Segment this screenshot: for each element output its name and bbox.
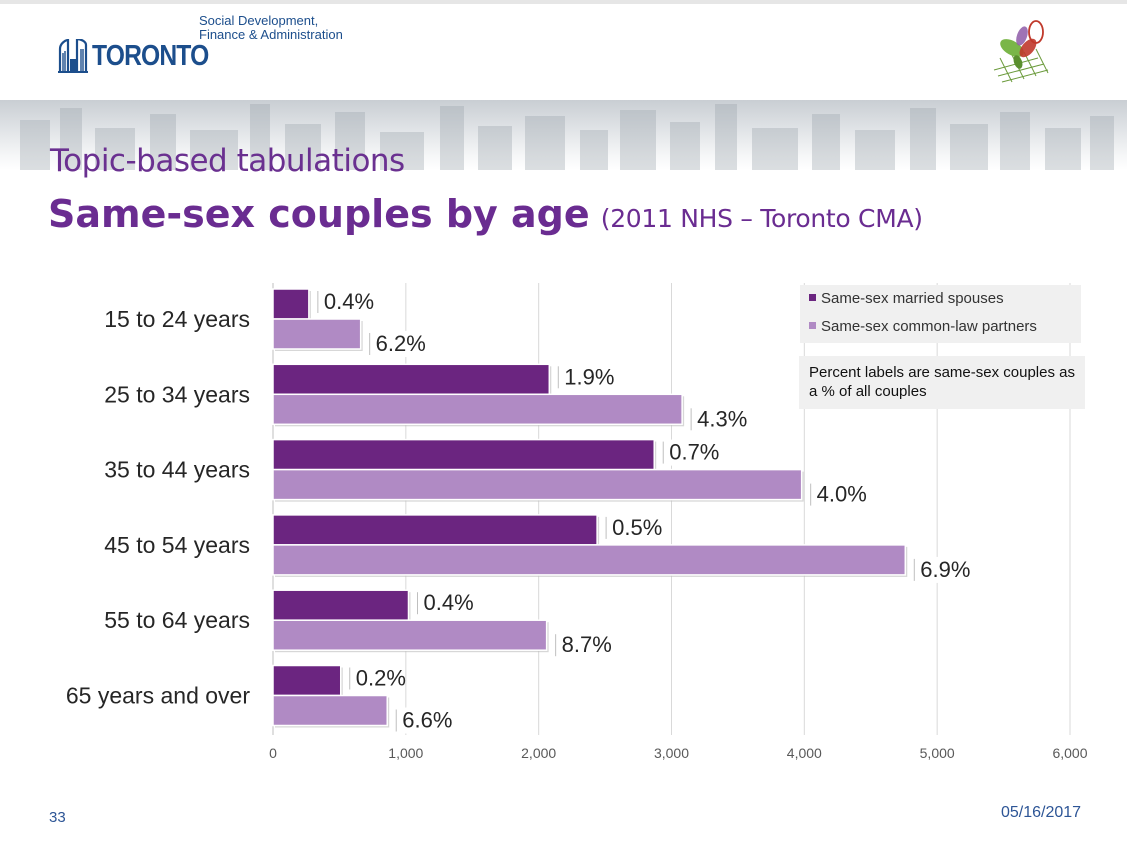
city-hall-icon bbox=[58, 39, 88, 73]
category-label: 25 to 34 years bbox=[104, 381, 250, 407]
chart-legend: Same-sex married spouses Same-sex common… bbox=[800, 285, 1081, 343]
data-label-bg bbox=[558, 364, 613, 391]
banner-background bbox=[0, 100, 1127, 170]
category-label: 35 to 44 years bbox=[104, 457, 250, 483]
data-label: 6.9% bbox=[920, 557, 970, 582]
category-label: 15 to 24 years bbox=[104, 306, 250, 332]
legend-item-married: Same-sex married spouses bbox=[809, 290, 1004, 307]
bar-common-law bbox=[272, 544, 907, 576]
data-label: 4.3% bbox=[697, 406, 747, 431]
x-tick-label: 0 bbox=[269, 745, 277, 761]
division-name: Social Development, Finance & Administra… bbox=[199, 14, 369, 42]
data-label: 0.4% bbox=[423, 590, 473, 615]
data-label: 0.2% bbox=[356, 666, 406, 691]
division-line-2: Finance & Administration bbox=[199, 27, 343, 42]
bar-married bbox=[272, 589, 410, 621]
bar-common-law bbox=[272, 468, 803, 501]
page-number: 33 bbox=[49, 809, 66, 826]
slide-subtitle: Topic-based tabulations bbox=[50, 143, 405, 179]
data-label: 0.7% bbox=[669, 440, 719, 465]
data-label-bg bbox=[810, 481, 865, 508]
data-label: 4.0% bbox=[817, 482, 867, 507]
data-label-bg bbox=[396, 707, 451, 734]
division-line-1: Social Development, bbox=[199, 13, 319, 28]
bar-married bbox=[272, 438, 655, 471]
bar-common-law bbox=[272, 393, 683, 426]
data-label-bg bbox=[691, 406, 746, 433]
legend-swatch-married bbox=[809, 294, 816, 301]
legend-label-common-law: Same-sex common-law partners bbox=[821, 318, 1037, 335]
legend-label-married: Same-sex married spouses bbox=[821, 290, 1004, 307]
category-label: 45 to 54 years bbox=[104, 532, 250, 558]
bar-common-law bbox=[272, 694, 388, 727]
toronto-logo: TORONTO bbox=[58, 34, 229, 78]
data-label-bg bbox=[606, 514, 661, 541]
bar-married bbox=[272, 514, 598, 546]
x-tick-label: 5,000 bbox=[920, 745, 955, 761]
data-label-bg bbox=[349, 665, 404, 692]
skyline-graphic bbox=[20, 104, 1114, 170]
bar-married bbox=[272, 664, 342, 697]
data-label-bg bbox=[317, 289, 372, 315]
leaf-grid-logo bbox=[993, 20, 1049, 83]
data-label: 8.7% bbox=[562, 632, 612, 657]
category-label: 65 years and over bbox=[66, 683, 250, 709]
x-tick-label: 4,000 bbox=[787, 745, 822, 761]
slide-title-source: (2011 NHS – Toronto CMA) bbox=[600, 204, 923, 233]
x-tick-label: 1,000 bbox=[388, 745, 423, 761]
data-label: 1.9% bbox=[564, 364, 614, 389]
legend-swatch-common-law bbox=[809, 322, 816, 329]
data-label-bg bbox=[914, 556, 969, 583]
slide-header: TORONTO Social Development, Finance & Ad… bbox=[0, 4, 1127, 100]
slide-title-main: Same-sex couples by age bbox=[48, 192, 590, 236]
data-label-bg bbox=[555, 632, 610, 659]
percent-note: Percent labels are same-sex couples as a… bbox=[799, 356, 1085, 409]
bar-common-law bbox=[272, 318, 362, 350]
bar-married bbox=[272, 363, 551, 396]
data-label: 6.2% bbox=[376, 331, 426, 356]
slide-date: 05/16/2017 bbox=[1001, 804, 1082, 821]
data-label: 0.4% bbox=[324, 289, 374, 314]
slide-title: Same-sex couples by age (2011 NHS – Toro… bbox=[48, 192, 923, 236]
legend-item-common-law: Same-sex common-law partners bbox=[809, 318, 1037, 335]
bar-common-law bbox=[272, 619, 548, 651]
data-label: 0.5% bbox=[612, 515, 662, 540]
data-label-bg bbox=[369, 331, 424, 357]
top-border bbox=[0, 0, 1127, 4]
x-tick-label: 3,000 bbox=[654, 745, 689, 761]
data-label-bg bbox=[663, 439, 718, 466]
logo-wordmark: TORONTO bbox=[92, 39, 209, 72]
data-label-bg bbox=[417, 590, 472, 617]
x-tick-label: 6,000 bbox=[1052, 745, 1087, 761]
bar-married bbox=[272, 288, 310, 320]
x-tick-label: 2,000 bbox=[521, 745, 556, 761]
data-label: 6.6% bbox=[402, 708, 452, 733]
category-label: 55 to 64 years bbox=[104, 607, 250, 633]
